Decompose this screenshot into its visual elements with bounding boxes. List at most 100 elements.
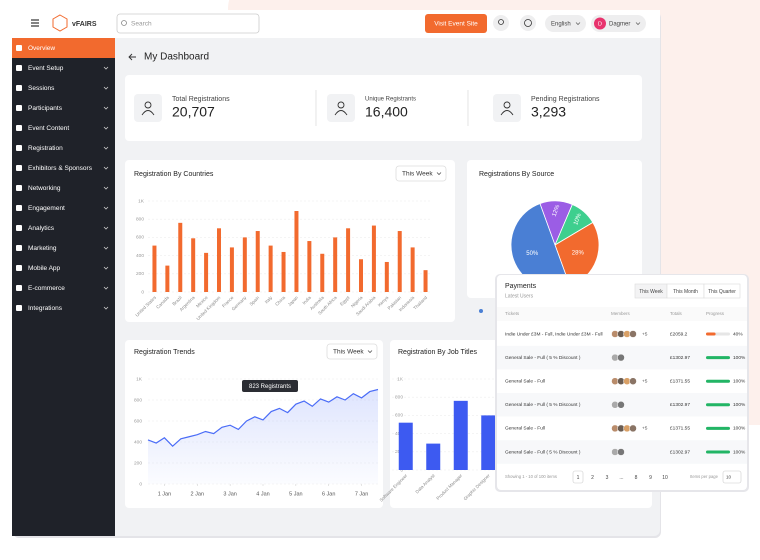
bar	[294, 211, 299, 292]
progress-bar	[706, 379, 730, 383]
bar	[191, 238, 196, 292]
stats-card	[125, 75, 642, 141]
visit-button-label[interactable]: Visit Event Site	[434, 21, 478, 28]
page-link[interactable]: 2	[591, 475, 594, 481]
nav-item[interactable]: E-commerce	[28, 285, 65, 292]
nav-item[interactable]: Integrations	[28, 305, 63, 312]
nav-item[interactable]: Exhibitors & Sponsors	[28, 165, 93, 172]
bar	[426, 443, 441, 470]
tab-label[interactable]: This Month	[673, 289, 698, 295]
stat-value: 16,400	[365, 104, 408, 120]
y-tick-label: 400	[136, 253, 144, 259]
user-menu[interactable]	[591, 15, 646, 32]
filter-select[interactable]	[326, 343, 378, 360]
search-box[interactable]	[116, 13, 260, 34]
page-title: My Dashboard	[144, 52, 209, 63]
y-tick-label: 200	[136, 271, 144, 277]
stat-label: Unique Registrants	[365, 97, 416, 103]
progress-bar	[706, 332, 716, 336]
nav-icon	[16, 45, 22, 51]
bar	[255, 231, 260, 292]
chevron	[635, 22, 641, 26]
slice-label: 50%	[526, 251, 539, 257]
extra-members: +5	[642, 426, 648, 432]
nav-item[interactable]: Registration	[28, 145, 63, 152]
progress-label: 100%	[733, 378, 746, 384]
filter-label[interactable]: This Week	[333, 349, 364, 356]
stat-icon-glyph	[500, 110, 514, 116]
logo	[52, 14, 68, 32]
nav-item[interactable]: Sessions	[28, 85, 55, 92]
page-link[interactable]: 9	[649, 475, 652, 481]
y-tick-label: 600	[395, 413, 403, 419]
tab-label[interactable]: This Quarter	[708, 289, 736, 295]
column-header: Members	[611, 311, 631, 316]
per-page[interactable]: 10	[726, 475, 732, 480]
table-footer: Showing 1 - 10 of 100 items	[505, 474, 557, 479]
language-select[interactable]	[545, 15, 586, 32]
y-tick-label: 200	[134, 460, 142, 466]
nav-item[interactable]: Marketing	[28, 245, 57, 252]
chevron	[103, 106, 109, 110]
page-current	[572, 470, 584, 484]
nav-item[interactable]: Engagement	[28, 205, 65, 212]
bar	[268, 245, 273, 292]
total: £1302.97	[670, 449, 690, 455]
line-area	[148, 389, 378, 484]
icon-button[interactable]	[493, 15, 509, 31]
tab-label[interactable]: This Week	[639, 289, 663, 295]
progress-label: 40%	[733, 331, 743, 337]
page-link[interactable]: 8	[635, 475, 638, 481]
nav-item[interactable]: Networking	[28, 185, 61, 192]
page-link[interactable]: 3	[606, 475, 609, 481]
column-header: Tickets	[505, 311, 520, 316]
page-link[interactable]: 10	[662, 475, 668, 481]
nav-item[interactable]: Event Setup	[28, 65, 64, 72]
stat-icon-glyph	[141, 110, 155, 116]
language: English	[551, 22, 571, 28]
tab[interactable]	[703, 283, 741, 299]
stat-icon-glyph	[503, 101, 511, 109]
bar	[242, 237, 247, 292]
nav-item[interactable]: Mobile App	[28, 265, 61, 272]
nav-icon	[16, 305, 22, 311]
nav-item[interactable]: Event Content	[28, 125, 69, 132]
per-page-select[interactable]	[722, 470, 742, 484]
legend-dot	[479, 309, 483, 313]
total: £2059.2	[670, 331, 688, 337]
search-placeholder: Search	[131, 21, 152, 28]
chevron	[367, 350, 373, 354]
progress-label: 100%	[733, 355, 746, 361]
nav-item[interactable]: Participants	[28, 105, 63, 112]
progress-label: 100%	[733, 449, 746, 455]
x-tick-label: Italy	[264, 294, 274, 304]
user-name: Dagmer	[609, 22, 630, 28]
column-header: Progress	[706, 311, 725, 316]
nav-item[interactable]: Analytics	[28, 225, 55, 232]
line	[147, 388, 379, 448]
chevron	[103, 126, 109, 130]
nav-item[interactable]: Overview	[28, 45, 55, 52]
chart-title: Registration By Countries	[134, 171, 214, 178]
icon-glyph	[498, 19, 504, 25]
total: £1302.97	[670, 402, 690, 408]
bar	[152, 245, 157, 292]
bar	[217, 228, 221, 292]
chevron	[436, 172, 442, 176]
ticket: Indie Under £3M - Full, Indie Under £3M …	[505, 331, 603, 337]
nav-icon	[16, 285, 22, 291]
x-tick-label: 4 Jan	[256, 491, 269, 497]
total: £1302.97	[670, 355, 690, 361]
y-tick-label: 600	[134, 418, 142, 424]
filter-label[interactable]: This Week	[402, 171, 433, 178]
back-arrow[interactable]	[128, 53, 136, 61]
chevron	[103, 206, 109, 210]
page-link[interactable]: ...	[619, 475, 623, 481]
filter-select[interactable]	[395, 165, 447, 182]
visit-button[interactable]	[425, 14, 487, 33]
icon-button[interactable]	[520, 15, 536, 31]
y-tick-label: 0	[141, 289, 144, 295]
page-link[interactable]: 1	[577, 475, 580, 481]
chevron	[103, 146, 109, 150]
